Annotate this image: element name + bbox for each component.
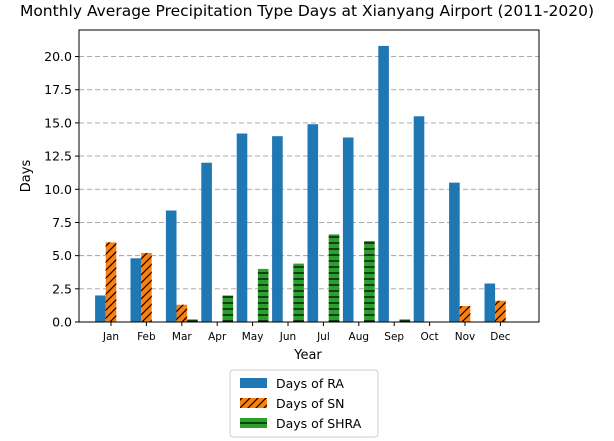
grid-lines (79, 56, 539, 290)
legend-label: Days of RA (276, 376, 344, 391)
legend-swatch (240, 378, 267, 388)
x-tick-label-apr: Apr (208, 331, 227, 343)
x-axis: Jan Feb Mar Apr May Jun Jul Aug Sep Oct Nov Dec (102, 322, 511, 343)
bar-days-of-ra-feb (130, 258, 142, 322)
x-tick-label-jun: Jun (279, 331, 296, 343)
bar-days-of-ra-may (236, 133, 248, 322)
bar-hatch (222, 295, 234, 322)
legend-swatch-hatch (240, 398, 267, 408)
x-tick-label-mar: Mar (172, 331, 192, 343)
bar-hatch (495, 300, 506, 322)
bar-hatch (176, 304, 188, 322)
y-tick-label: 15.0 (44, 115, 72, 130)
bar-hatch (459, 306, 471, 322)
y-tick-label: 20.0 (44, 49, 72, 64)
legend-swatch-hatch (240, 418, 267, 428)
chart-title: Monthly Average Precipitation Type Days … (20, 2, 594, 20)
bar-days-of-ra-oct (413, 116, 425, 322)
y-tick-label: 10.0 (44, 182, 72, 197)
legend-label: Days of SN (276, 396, 344, 411)
bar-hatch (328, 234, 340, 322)
x-tick-label-may: May (242, 331, 264, 343)
y-tick-label: 12.5 (44, 149, 72, 164)
x-tick-label-aug: Aug (349, 331, 370, 343)
bar-days-of-ra-nov (449, 182, 460, 322)
legend: Days of RA Days of SN Days of SHRA (229, 369, 379, 438)
x-tick-label-jul: Jul (316, 331, 330, 343)
bars-group (95, 45, 506, 323)
y-tick-label: 7.5 (52, 215, 72, 230)
x-tick-label-feb: Feb (137, 331, 156, 343)
plot-frame (78, 29, 540, 323)
bar-days-of-ra-apr (201, 162, 212, 322)
y-tick-label: 0.0 (52, 315, 72, 330)
bar-hatch (399, 319, 411, 322)
bar-days-of-ra-aug (342, 137, 354, 322)
bar-hatch (293, 263, 304, 322)
y-tick-label: 17.5 (44, 82, 72, 97)
y-tick-label: 2.5 (52, 281, 72, 296)
bar-hatch (364, 241, 375, 322)
x-tick-label-jan: Jan (102, 331, 119, 343)
y-tick-label: 5.0 (52, 248, 72, 263)
bar-days-of-ra-jul (307, 124, 319, 323)
x-tick-label-sep: Sep (384, 331, 404, 343)
legend-label: Days of SHRA (276, 416, 362, 431)
x-tick-label-nov: Nov (455, 331, 476, 343)
y-axis: 0.0 2.5 5.0 7.5 10.0 12.5 15.0 17.5 20.0 (44, 49, 79, 330)
x-tick-label-dec: Dec (490, 331, 511, 343)
bar-hatch (141, 252, 152, 322)
x-tick-label-oct: Oct (421, 331, 439, 343)
bar-days-of-ra-jan (95, 295, 106, 322)
x-axis-label: Year (293, 348, 322, 363)
bar-hatch (105, 242, 117, 322)
bar-days-of-ra-sep (378, 45, 389, 322)
bar-hatch (187, 319, 198, 322)
y-axis-label: Days (19, 160, 34, 193)
bar-days-of-ra-mar (165, 210, 177, 322)
bar-hatch (257, 268, 269, 322)
bar-days-of-ra-dec (484, 283, 496, 322)
bar-days-of-ra-jun (272, 136, 283, 322)
